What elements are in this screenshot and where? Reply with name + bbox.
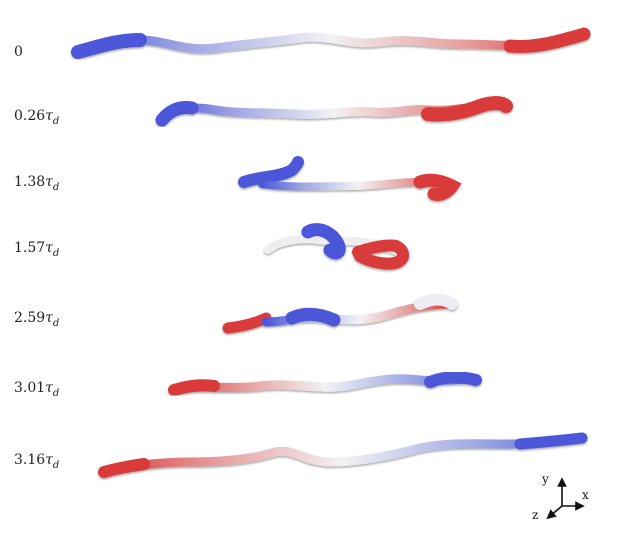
chain-frame-0 [71,27,591,59]
frame-label-0: 0 [14,44,23,60]
frame-label-259: 2.59τd [14,310,60,329]
chain-frame-026 [155,96,513,127]
axis-label-x: x [582,488,589,502]
frame-label-316: 3.16τd [14,452,60,471]
axes-arrows-icon [546,477,585,520]
frame-label-026: 0.26τd [14,108,60,127]
chain-frame-138 [238,156,462,201]
frame-label-301: 3.01τd [14,380,60,399]
chain-frame-157 [264,223,410,270]
axis-label-z: z [532,508,539,522]
chain-frame-259 [222,293,458,334]
chain-frame-316 [98,432,588,478]
axis-label-y: y [542,472,549,486]
frame-label-157: 1.57τd [14,240,60,259]
chain-frame-301 [168,371,482,396]
frame-label-138: 1.38τd [14,174,60,193]
axes-orientation-glyph: y x z [528,470,594,526]
